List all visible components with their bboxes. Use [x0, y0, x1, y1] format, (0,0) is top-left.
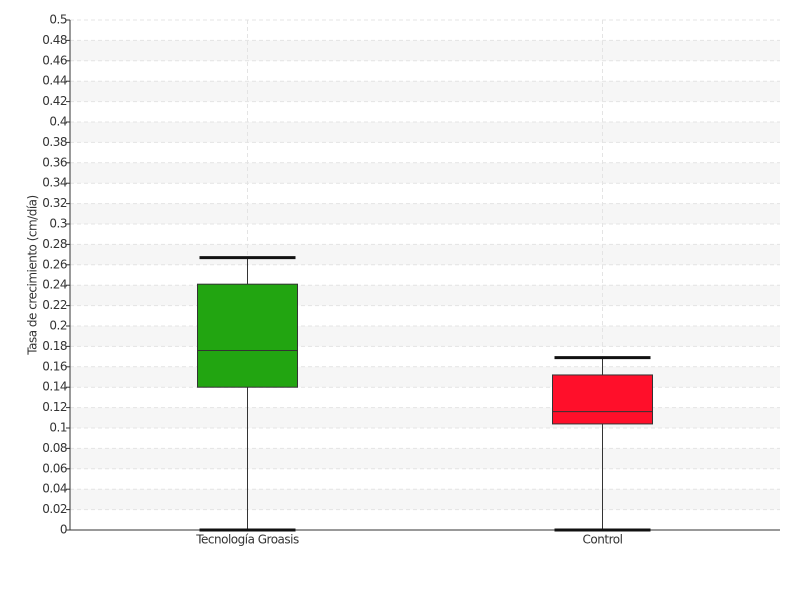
y-tick-label: 0.18 [42, 339, 67, 353]
y-tick-label: 0.08 [42, 441, 67, 455]
box [552, 374, 653, 425]
y-tick-label: 0.2 [49, 319, 67, 333]
grid-band [70, 366, 780, 388]
y-axis-label: Tasa de crecimiento (cm/día) [26, 195, 40, 355]
grid-band [70, 40, 780, 61]
x-tick-label: Control [583, 533, 623, 547]
grid-band [70, 285, 780, 306]
grid-band [70, 203, 780, 224]
y-tick-label: 0 [60, 523, 67, 537]
grid-band [70, 122, 780, 143]
y-tick-label: 0.1 [49, 421, 67, 435]
y-tick-label: 0.06 [42, 461, 67, 475]
y-tick-label: 0.16 [42, 359, 67, 373]
y-tick-label: 0.32 [42, 196, 67, 210]
y-tick-label: 0.48 [42, 33, 67, 47]
y-tick-label: 0.22 [42, 298, 67, 312]
grid-band [70, 407, 780, 428]
y-tick-label: 0.42 [42, 94, 67, 108]
y-tick-label: 0.04 [42, 482, 67, 496]
grid-band [70, 448, 780, 469]
grid-band [70, 244, 780, 265]
y-tick-label: 0.38 [42, 135, 67, 149]
y-tick-label: 0.14 [42, 380, 67, 394]
y-tick-label: 0.36 [42, 155, 67, 169]
y-tick-label: 0.4 [49, 115, 67, 129]
y-tick-label: 0.24 [42, 278, 67, 292]
grid-band [70, 326, 780, 347]
y-tick-label: 0.28 [42, 237, 67, 251]
y-tick-label: 0.3 [49, 217, 67, 231]
y-tick-label: 0.12 [42, 400, 67, 414]
grid-band [70, 162, 780, 184]
grid-band [70, 81, 780, 102]
y-tick-label: 0.34 [42, 176, 67, 190]
y-tick-label: 0.44 [42, 74, 67, 88]
y-tick-label: 0.5 [49, 13, 67, 27]
y-tick-label: 0.02 [42, 502, 67, 516]
y-tick-label: 0.26 [42, 257, 67, 271]
y-tick-label: 0.46 [42, 53, 67, 67]
x-tick-label: Tecnología Groasis [195, 533, 299, 547]
grid-band [70, 489, 780, 510]
box [197, 283, 298, 388]
